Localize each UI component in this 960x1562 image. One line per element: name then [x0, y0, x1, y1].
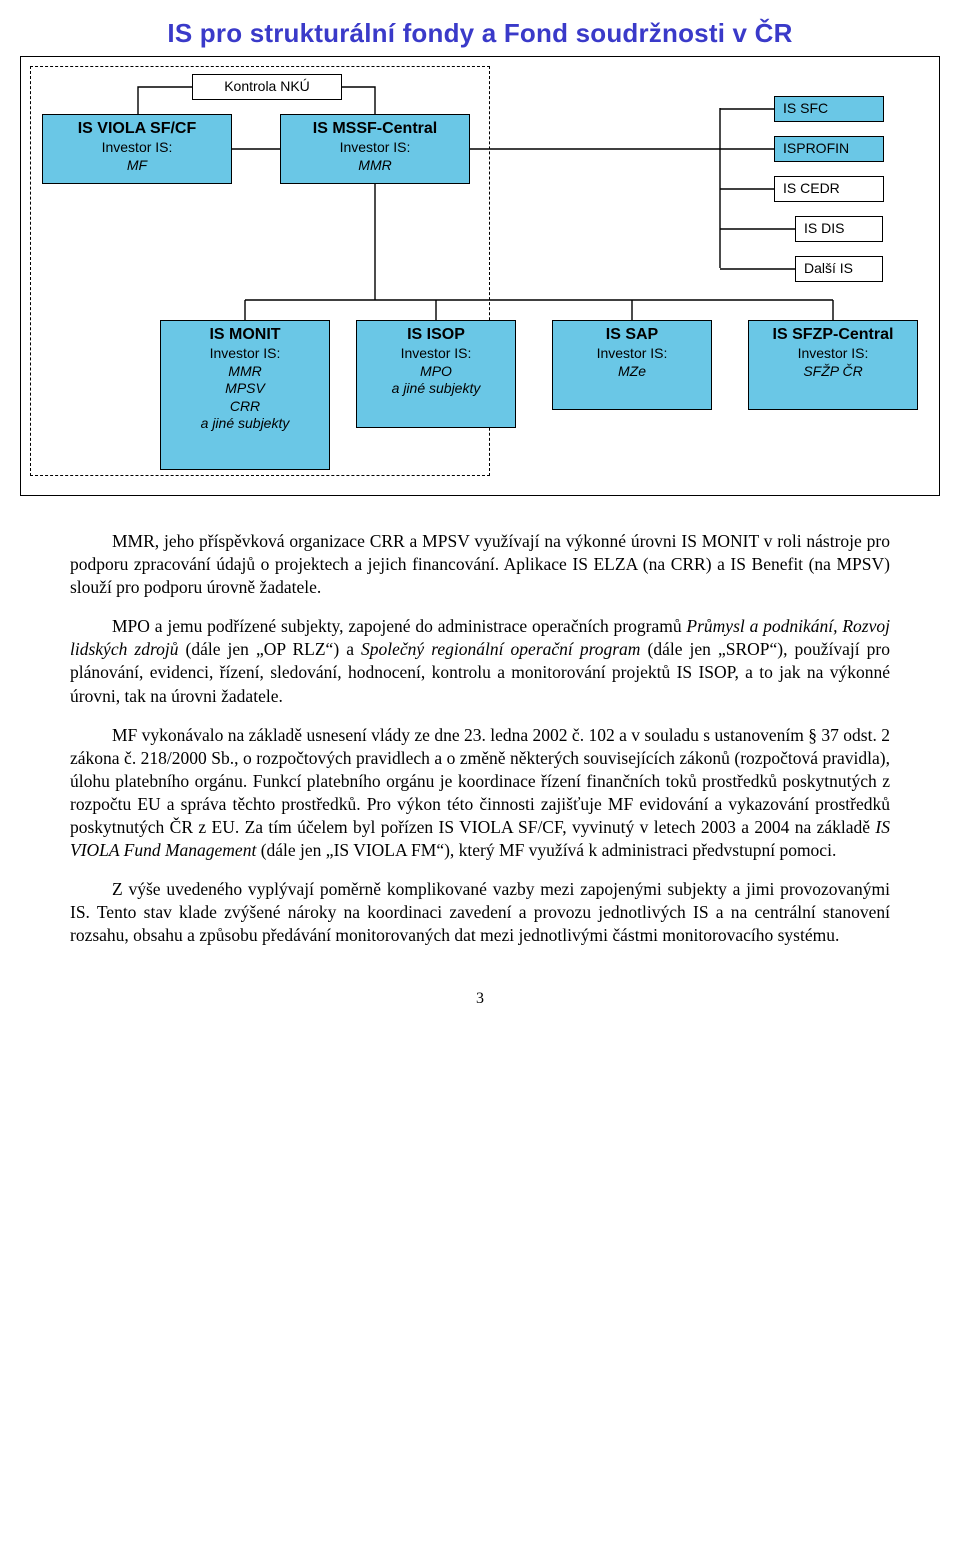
- diagram-region: IS pro strukturální fondy a Fond soudržn…: [0, 0, 960, 506]
- node-kontrola-label: Kontrola NKÚ: [224, 78, 310, 94]
- node-monit-line: MMR: [167, 363, 323, 381]
- side-box: ISPROFIN: [774, 136, 884, 162]
- body-paragraph: MF vykonávalo na základě usnesení vlády …: [70, 724, 890, 863]
- node-sap: IS SAPInvestor IS:MZe: [552, 320, 712, 410]
- node-monit-sub: Investor IS:: [167, 345, 323, 363]
- node-monit-line: CRR: [167, 398, 323, 416]
- node-isop-line: a jiné subjekty: [363, 380, 509, 398]
- side-box: IS SFC: [774, 96, 884, 122]
- node-isop-sub: Investor IS:: [363, 345, 509, 363]
- node-mssf-investor: MMR: [287, 157, 463, 175]
- node-sap-line: MZe: [559, 363, 705, 381]
- node-sfzp-line: SFŽP ČR: [755, 363, 911, 381]
- node-viola: IS VIOLA SF/CFInvestor IS:MF: [42, 114, 232, 184]
- diagram-title: IS pro strukturální fondy a Fond soudržn…: [0, 0, 960, 55]
- node-viola-investor: MF: [49, 157, 225, 175]
- node-isop: IS ISOPInvestor IS:MPOa jiné subjekty: [356, 320, 516, 428]
- node-viola-heading: IS VIOLA SF/CF: [49, 119, 225, 139]
- node-sfzp-heading: IS SFZP-Central: [755, 325, 911, 345]
- node-sap-sub: Investor IS:: [559, 345, 705, 363]
- side-box: Další IS: [795, 256, 883, 282]
- side-box-label: Další IS: [804, 260, 853, 276]
- body-paragraph: MPO a jemu podřízené subjekty, zapojené …: [70, 615, 890, 707]
- side-box: IS CEDR: [774, 176, 884, 202]
- side-box-label: IS DIS: [804, 220, 844, 236]
- node-viola-sub: Investor IS:: [49, 139, 225, 157]
- node-mssf-sub: Investor IS:: [287, 139, 463, 157]
- node-monit-heading: IS MONIT: [167, 325, 323, 345]
- body-paragraph: Z výše uvedeného vyplývají poměrně kompl…: [70, 878, 890, 947]
- node-sap-heading: IS SAP: [559, 325, 705, 345]
- node-monit-line: a jiné subjekty: [167, 415, 323, 433]
- node-monit: IS MONITInvestor IS:MMRMPSVCRRa jiné sub…: [160, 320, 330, 470]
- body-text-region: MMR, jeho příspěvková organizace CRR a M…: [0, 506, 960, 1065]
- page-number: 3: [70, 988, 890, 1009]
- side-box-label: ISPROFIN: [783, 140, 849, 156]
- node-monit-line: MPSV: [167, 380, 323, 398]
- node-isop-heading: IS ISOP: [363, 325, 509, 345]
- node-sfzp: IS SFZP-CentralInvestor IS:SFŽP ČR: [748, 320, 918, 410]
- node-isop-line: MPO: [363, 363, 509, 381]
- node-kontrola: Kontrola NKÚ: [192, 74, 342, 100]
- side-box-label: IS CEDR: [783, 180, 840, 196]
- side-box: IS DIS: [795, 216, 883, 242]
- node-mssf-heading: IS MSSF-Central: [287, 119, 463, 139]
- side-box-label: IS SFC: [783, 100, 828, 116]
- node-mssf: IS MSSF-CentralInvestor IS:MMR: [280, 114, 470, 184]
- body-paragraph: MMR, jeho příspěvková organizace CRR a M…: [70, 530, 890, 599]
- node-sfzp-sub: Investor IS:: [755, 345, 911, 363]
